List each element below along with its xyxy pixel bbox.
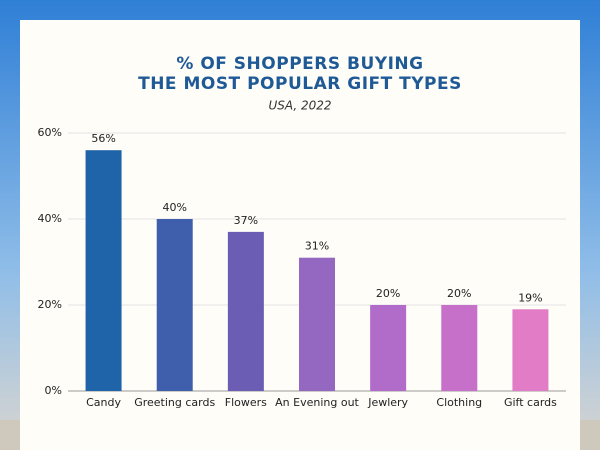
bar xyxy=(227,231,264,391)
chart-title: THE MOST POPULAR GIFT TYPES xyxy=(138,74,462,94)
chart-title: % OF SHOPPERS BUYING xyxy=(176,54,423,74)
value-label: 37% xyxy=(234,214,258,227)
y-tick-label: 0% xyxy=(45,384,62,397)
x-tick-label: Candy xyxy=(86,396,121,409)
bar xyxy=(156,219,193,391)
chart-subtitle: USA, 2022 xyxy=(269,99,332,113)
x-tick-label: Clothing xyxy=(436,396,482,409)
x-tick-label: Gift cards xyxy=(504,396,557,409)
value-label: 40% xyxy=(162,201,186,214)
value-label: 19% xyxy=(518,291,542,304)
bar xyxy=(441,305,478,391)
x-tick-label: Flowers xyxy=(225,396,267,409)
x-tick-label: Jewlery xyxy=(367,396,408,409)
y-tick-label: 20% xyxy=(38,298,62,311)
x-tick-label: Greeting cards xyxy=(134,396,215,409)
bar xyxy=(299,257,335,391)
bar xyxy=(85,150,122,391)
value-label: 31% xyxy=(305,240,329,253)
value-label: 56% xyxy=(91,132,115,145)
value-label: 20% xyxy=(376,287,400,300)
x-tick-label: An Evening out xyxy=(275,396,359,409)
bar xyxy=(512,309,549,391)
bar xyxy=(370,305,407,391)
y-tick-label: 60% xyxy=(38,126,62,139)
value-label: 20% xyxy=(447,287,471,300)
y-tick-label: 40% xyxy=(38,212,62,225)
